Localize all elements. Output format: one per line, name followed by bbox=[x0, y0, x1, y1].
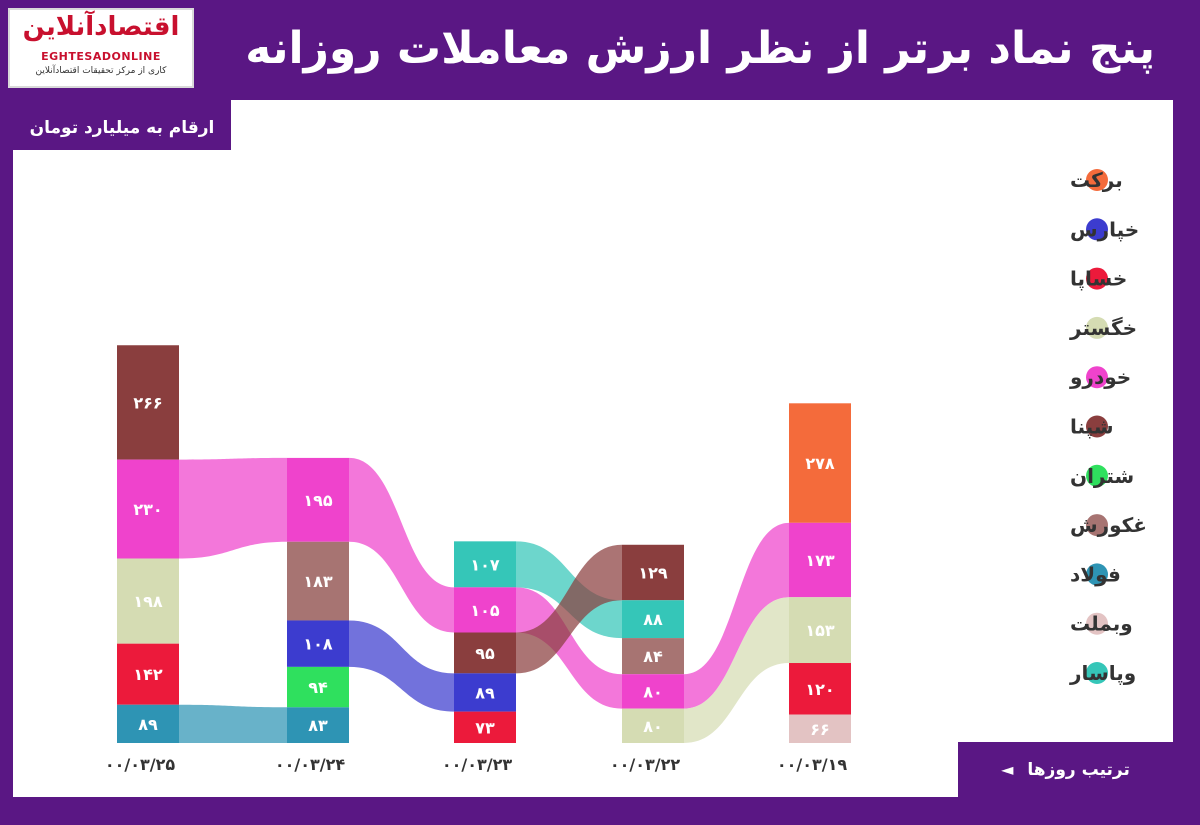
bar-segment bbox=[117, 704, 179, 743]
bar-segment bbox=[287, 707, 349, 743]
x-tick-label: ۰۰/۰۳/۱۹ bbox=[777, 755, 848, 774]
logo-tagline: کاری از مرکز تحقیقات اقتصادآنلاین bbox=[35, 66, 167, 76]
bar-value-label: ۱۹۵ bbox=[303, 491, 333, 510]
bar-segment bbox=[789, 663, 851, 715]
logo-wordmark: اقتصادآنلاین bbox=[22, 12, 180, 42]
bar-segment bbox=[117, 345, 179, 460]
bar-value-label: ۱۰۷ bbox=[470, 555, 500, 574]
bar-value-label: ۱۴۲ bbox=[133, 665, 163, 684]
flow-ribbon bbox=[179, 704, 287, 743]
brand-logo: اقتصادآنلاین EGHTESADONLINE کاری از مرکز… bbox=[8, 8, 194, 88]
bar-segment bbox=[287, 457, 349, 542]
bar-value-label: ۱۲۰ bbox=[805, 680, 834, 699]
x-tick-label: ۰۰/۰۳/۲۳ bbox=[442, 755, 513, 774]
legend-label: غکورش bbox=[1070, 513, 1147, 537]
x-tick-label: ۰۰/۰۳/۲۵ bbox=[105, 755, 176, 774]
legend-swatch bbox=[1086, 662, 1108, 684]
flow-ribbon bbox=[349, 457, 454, 633]
legend-label: وبملت bbox=[1070, 612, 1133, 636]
legend-label: برکت bbox=[1070, 168, 1123, 192]
bar-value-label: ۲۷۸ bbox=[805, 454, 835, 473]
bar-value-label: ۱۵۳ bbox=[805, 621, 835, 640]
day-order-label: ترتیب روزها bbox=[1027, 760, 1130, 780]
bar-value-label: ۲۶۶ bbox=[133, 393, 162, 412]
bar-value-label: ۸۰ bbox=[643, 717, 663, 736]
bar-segment bbox=[789, 403, 851, 523]
bar-segment bbox=[454, 673, 516, 712]
bar-value-label: ۲۳۰ bbox=[133, 500, 162, 519]
bar-value-label: ۸۴ bbox=[643, 647, 663, 666]
legend-swatch bbox=[1086, 218, 1108, 241]
bar-segment bbox=[117, 643, 179, 705]
bar-value-label: ۸۸ bbox=[643, 610, 663, 629]
bar-value-label: ۸۹ bbox=[475, 683, 495, 702]
legend-swatch bbox=[1086, 464, 1108, 487]
flow-ribbon bbox=[179, 457, 287, 559]
legend-label: خپارس bbox=[1070, 217, 1139, 242]
bar-segment bbox=[789, 522, 851, 598]
legend-label: خساپا bbox=[1070, 267, 1127, 292]
bar-value-label: ۷۳ bbox=[475, 718, 495, 737]
bar-segment bbox=[117, 558, 179, 644]
legend-swatch bbox=[1086, 316, 1108, 339]
bar-segment bbox=[454, 587, 516, 633]
x-tick-label: ۰۰/۰۳/۲۲ bbox=[610, 755, 681, 774]
legend-swatch bbox=[1086, 563, 1108, 586]
bar-value-label: ۱۰۸ bbox=[303, 635, 333, 654]
bar-segment bbox=[622, 600, 684, 639]
legend-label: شتران bbox=[1070, 464, 1134, 488]
bar-segment bbox=[622, 638, 684, 675]
left-arrow-icon: ◄ bbox=[1001, 760, 1014, 779]
bar-segments: ۲۶۶ ۲۳۰ ۱۹۸ ۱۴۲ ۸۹ ۱۹۵ ۱۸۳ ۱۰۸ ۹۴ ۸۳ ۱۰۷ ۱۰۵ ۹۵ ۸۹ ۷۳ ۱… bbox=[117, 345, 851, 743]
legend-swatch bbox=[1086, 267, 1108, 290]
bar-value-label: ۶۶ bbox=[810, 720, 830, 739]
legend-swatch bbox=[1086, 366, 1108, 389]
unit-note: ارقام به میلیارد تومان bbox=[13, 100, 231, 150]
bar-segment bbox=[622, 544, 684, 601]
bar-segment bbox=[622, 674, 684, 709]
legend-swatch bbox=[1086, 415, 1108, 438]
legend-label: شپنا bbox=[1070, 415, 1114, 440]
legend-label: خودرو bbox=[1069, 365, 1131, 389]
flow-ribbon bbox=[349, 620, 454, 712]
bar-value-label: ۸۹ bbox=[138, 715, 158, 734]
legend: برکت خپارس خساپا خگستر خودرو شپنا شتران غکورش فو… bbox=[1069, 168, 1147, 686]
bar-segment bbox=[117, 459, 179, 559]
flow-ribbon bbox=[684, 597, 789, 743]
bar-segment bbox=[454, 541, 516, 588]
bar-value-label: ۱۸۳ bbox=[303, 572, 333, 591]
bar-segment bbox=[287, 666, 349, 708]
flow-ribbon bbox=[516, 544, 622, 674]
flow-ribbon bbox=[516, 587, 622, 709]
bar-segment bbox=[454, 711, 516, 743]
bar-segment bbox=[789, 597, 851, 664]
legend-label: خگستر bbox=[1069, 316, 1137, 340]
bar-segment bbox=[622, 708, 684, 743]
bar-segment bbox=[789, 714, 851, 743]
legend-label: فولاد bbox=[1070, 562, 1121, 586]
day-order-note: ترتیب روزها ◄ bbox=[958, 742, 1173, 797]
bar-segment bbox=[287, 541, 349, 621]
logo-latin-name: EGHTESADONLINE bbox=[41, 50, 161, 63]
bar-value-label: ۱۰۵ bbox=[470, 601, 500, 620]
flow-ribbon bbox=[684, 522, 789, 709]
page-title: پنج نماد برتر از نظر ارزش معاملات روزانه bbox=[245, 23, 1155, 74]
bar-value-label: ۱۲۹ bbox=[638, 564, 668, 583]
legend-label: وپاسار bbox=[1069, 661, 1136, 686]
legend-swatch bbox=[1086, 169, 1108, 191]
bar-value-label: ۹۴ bbox=[308, 678, 328, 697]
legend-swatch bbox=[1086, 514, 1108, 537]
bar-value-label: ۸۰ bbox=[643, 682, 663, 701]
bar-value-label: ۹۵ bbox=[475, 644, 495, 663]
bar-value-label: ۱۷۳ bbox=[805, 551, 835, 570]
bar-segment bbox=[454, 632, 516, 674]
bar-value-label: ۸۳ bbox=[308, 716, 328, 735]
x-tick-label: ۰۰/۰۳/۲۴ bbox=[275, 755, 346, 774]
flow-ribbons bbox=[179, 457, 789, 743]
bar-segment bbox=[287, 620, 349, 667]
bar-value-label: ۱۹۸ bbox=[133, 592, 163, 611]
legend-swatch bbox=[1086, 612, 1108, 635]
